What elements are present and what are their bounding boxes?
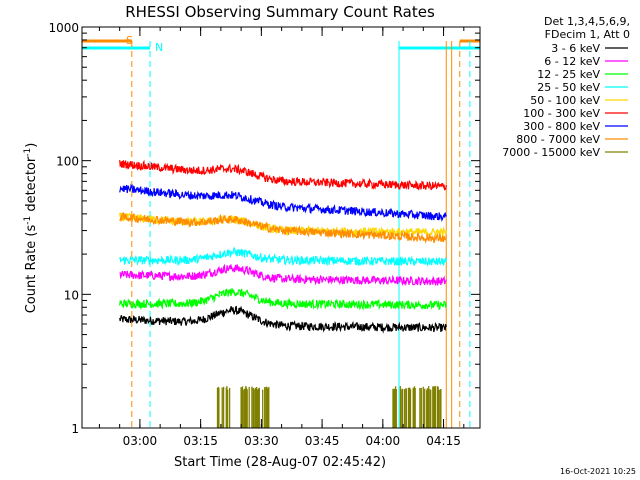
series-line-2 xyxy=(119,288,447,311)
axes: 1 10 100 1000 03:00 03:15 03:30 03:45 04:00 04:15 xyxy=(48,21,481,448)
y-axis-label-sup1: -1 xyxy=(23,216,33,225)
series-line-0 xyxy=(119,305,447,334)
legend-header-1: Det 1,3,4,5,6,9, xyxy=(544,15,630,28)
legend-header-2: FDecim 1, Att 0 xyxy=(545,28,630,41)
x-axis-label: Start Time (28-Aug-07 02:45:42) xyxy=(174,455,386,470)
legend-label-4: 50 - 100 keV xyxy=(530,94,600,107)
x-tick-label-2: 03:30 xyxy=(244,434,279,448)
x-tick-label-3: 03:45 xyxy=(305,434,340,448)
legend-label-0: 3 - 6 keV xyxy=(551,42,600,55)
x-tick-label-1: 03:15 xyxy=(183,434,218,448)
y-axis-label-sup2: -1 xyxy=(23,148,33,157)
series-line-3 xyxy=(119,246,447,268)
series-line-8-burst-0 xyxy=(216,386,231,428)
series-line-8-burst-3 xyxy=(419,386,442,428)
chart-title: RHESSI Observing Summary Count Rates xyxy=(125,3,435,21)
y-tick-label-2: 100 xyxy=(56,155,79,169)
legend-label-7: 800 - 7000 keV xyxy=(516,133,600,146)
series-line-6 xyxy=(119,183,447,223)
series-line-1 xyxy=(119,263,447,287)
legend-label-3: 25 - 50 keV xyxy=(537,81,600,94)
plot-frame xyxy=(81,26,481,429)
x-tick-label-5: 04:15 xyxy=(426,434,461,448)
series-line-5 xyxy=(119,159,447,191)
legend-label-6: 300 - 800 keV xyxy=(523,120,600,133)
legend-label-5: 100 - 300 keV xyxy=(523,107,600,120)
night-label: N xyxy=(155,41,163,54)
legend-label-1: 6 - 12 keV xyxy=(544,55,600,68)
y-tick-label-1: 10 xyxy=(64,288,79,302)
y-axis-label-end: ) xyxy=(24,143,39,148)
y-axis-label: Count Rate (s-1 detector-1) xyxy=(23,143,39,314)
y-tick-label-0: 1 xyxy=(71,422,79,436)
series-line-8-burst-1 xyxy=(240,386,270,428)
x-tick-label-4: 04:00 xyxy=(366,434,401,448)
x-tick-label-0: 03:00 xyxy=(123,434,158,448)
y-tick-label-3: 1000 xyxy=(48,21,79,35)
plot-area xyxy=(82,39,480,428)
legend-label-8: 7000 - 15000 keV xyxy=(502,146,600,159)
series-line-7 xyxy=(119,212,447,244)
series-line-8-burst-2 xyxy=(392,386,416,428)
y-axis-label-main: Count Rate (s xyxy=(24,225,39,314)
timestamp: 16-Oct-2021 10:25 xyxy=(560,467,636,476)
y-axis-label-mid: detector xyxy=(24,156,39,216)
legend-label-2: 12 - 25 keV xyxy=(537,68,600,81)
